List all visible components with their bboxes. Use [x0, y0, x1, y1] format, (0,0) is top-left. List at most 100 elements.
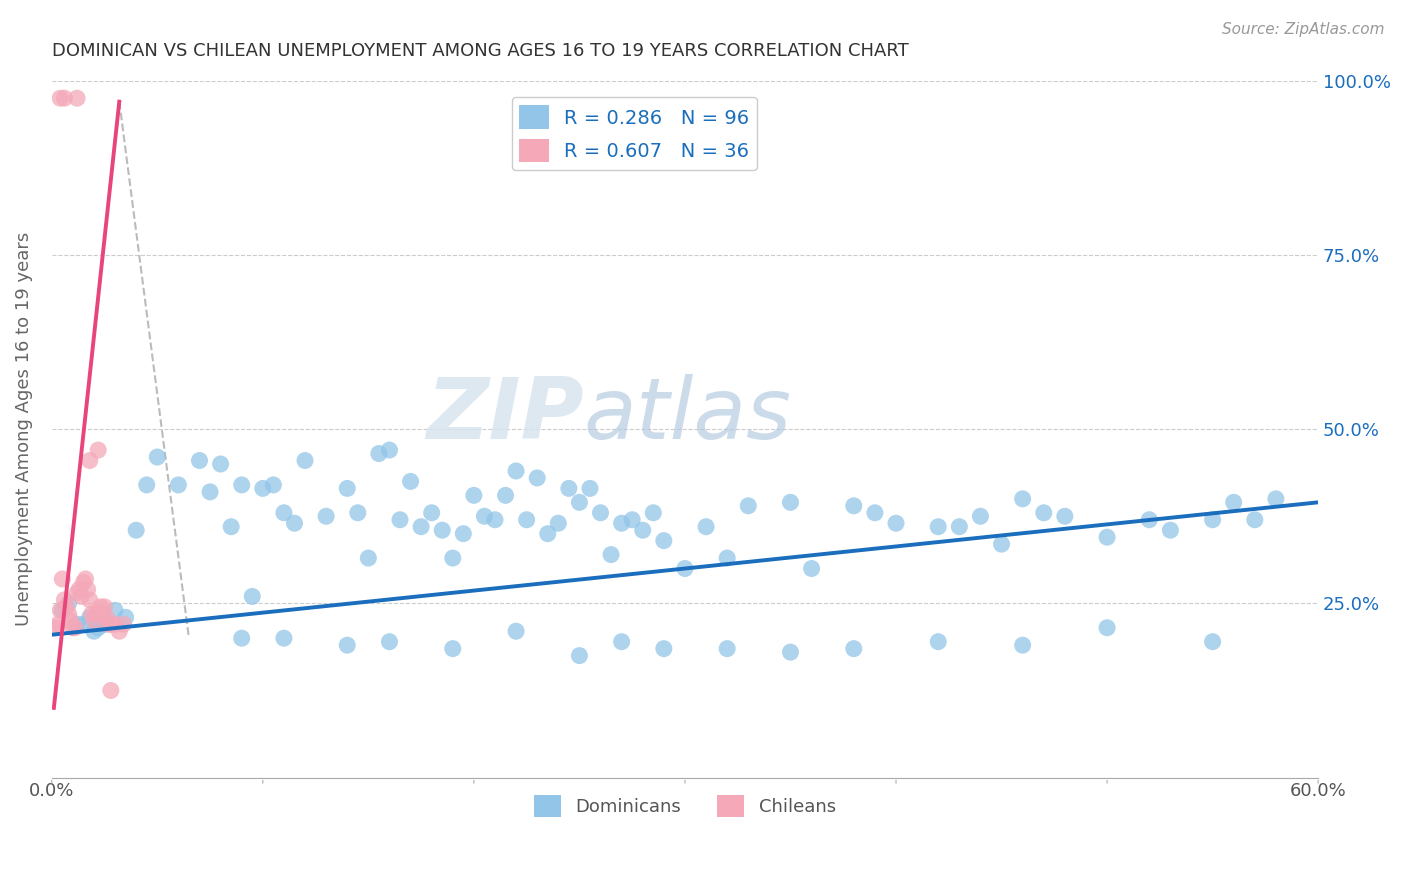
- Point: [516, 513, 538, 527]
- Point: [91, 607, 114, 621]
- Point: [842, 641, 865, 656]
- Point: [75, 572, 97, 586]
- Point: [97, 617, 120, 632]
- Point: [209, 457, 232, 471]
- Point: [125, 523, 148, 537]
- Point: [547, 516, 569, 531]
- Point: [652, 533, 675, 548]
- Point: [114, 610, 136, 624]
- Point: [1095, 621, 1118, 635]
- Point: [283, 516, 305, 531]
- Point: [695, 519, 717, 533]
- Point: [927, 519, 949, 533]
- Point: [1264, 491, 1286, 506]
- Point: [737, 499, 759, 513]
- Point: [63, 621, 86, 635]
- Point: [53, 91, 76, 105]
- Point: [1032, 506, 1054, 520]
- Point: [474, 509, 496, 524]
- Point: [568, 495, 591, 509]
- Point: [716, 551, 738, 566]
- Point: [252, 482, 274, 496]
- Point: [505, 464, 527, 478]
- Point: [673, 561, 696, 575]
- Point: [558, 482, 581, 496]
- Point: [589, 506, 612, 520]
- Point: [62, 621, 84, 635]
- Point: [146, 450, 169, 464]
- Point: [70, 590, 93, 604]
- Point: [76, 582, 98, 597]
- Point: [219, 519, 242, 533]
- Text: Source: ZipAtlas.com: Source: ZipAtlas.com: [1222, 22, 1385, 37]
- Point: [51, 603, 73, 617]
- Point: [87, 621, 110, 635]
- Point: [610, 634, 633, 648]
- Point: [484, 513, 506, 527]
- Point: [537, 526, 560, 541]
- Point: [93, 617, 115, 632]
- Point: [100, 683, 122, 698]
- Point: [84, 607, 107, 621]
- Point: [87, 443, 110, 458]
- Point: [779, 495, 801, 509]
- Point: [67, 582, 90, 597]
- Point: [990, 537, 1012, 551]
- Point: [600, 548, 623, 562]
- Point: [505, 624, 527, 639]
- Point: [1137, 513, 1160, 527]
- Point: [1011, 638, 1033, 652]
- Point: [453, 526, 475, 541]
- Point: [59, 614, 82, 628]
- Point: [89, 599, 111, 614]
- Point: [294, 453, 316, 467]
- Point: [93, 599, 115, 614]
- Point: [66, 617, 89, 632]
- Point: [610, 516, 633, 531]
- Point: [87, 607, 110, 621]
- Point: [526, 471, 548, 485]
- Point: [579, 482, 602, 496]
- Point: [79, 593, 101, 607]
- Point: [83, 624, 105, 639]
- Point: [779, 645, 801, 659]
- Point: [66, 91, 89, 105]
- Point: [367, 446, 389, 460]
- Point: [45, 621, 67, 635]
- Point: [58, 596, 80, 610]
- Point: [100, 617, 122, 632]
- Point: [884, 516, 907, 531]
- Point: [135, 478, 157, 492]
- Point: [315, 509, 337, 524]
- Point: [1095, 530, 1118, 544]
- Point: [336, 638, 359, 652]
- Point: [79, 453, 101, 467]
- Text: ZIP: ZIP: [426, 374, 583, 457]
- Point: [1201, 634, 1223, 648]
- Point: [80, 607, 103, 621]
- Point: [96, 610, 118, 624]
- Point: [49, 91, 72, 105]
- Point: [388, 513, 411, 527]
- Point: [273, 631, 295, 645]
- Point: [231, 631, 253, 645]
- Point: [46, 617, 69, 632]
- Point: [378, 634, 401, 648]
- Point: [72, 617, 94, 632]
- Point: [273, 506, 295, 520]
- Point: [1243, 513, 1265, 527]
- Point: [112, 617, 135, 632]
- Point: [198, 484, 221, 499]
- Point: [568, 648, 591, 663]
- Point: [83, 614, 105, 628]
- Point: [495, 488, 517, 502]
- Point: [104, 617, 127, 632]
- Point: [800, 561, 823, 575]
- Point: [58, 607, 80, 621]
- Point: [420, 506, 443, 520]
- Point: [1011, 491, 1033, 506]
- Point: [463, 488, 485, 502]
- Point: [1201, 513, 1223, 527]
- Point: [167, 478, 190, 492]
- Point: [631, 523, 654, 537]
